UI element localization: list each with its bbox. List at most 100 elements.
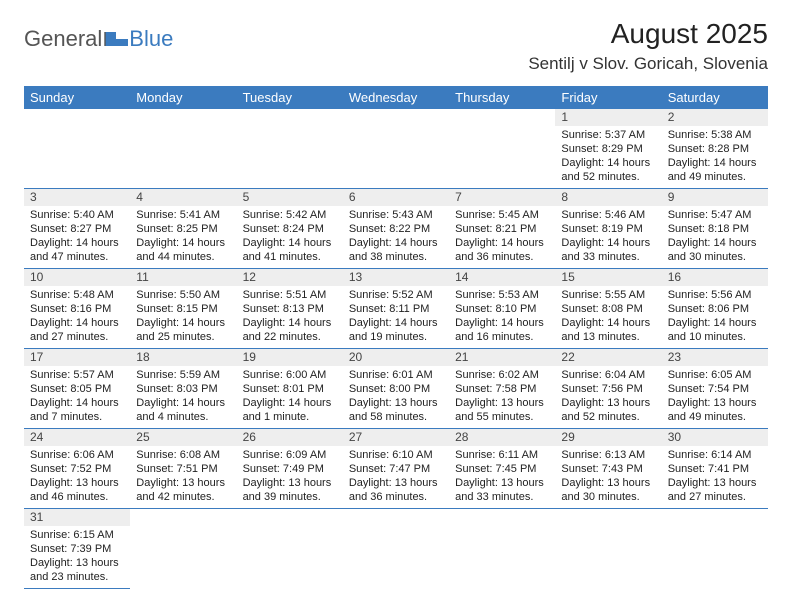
day-number: 14 (449, 269, 555, 286)
sunrise-text: Sunrise: 5:52 AM (349, 288, 443, 302)
sunrise-text: Sunrise: 5:42 AM (243, 208, 337, 222)
daylight-text-2: and 13 minutes. (561, 330, 655, 344)
day-details: Sunrise: 5:48 AMSunset: 8:16 PMDaylight:… (24, 286, 130, 348)
daylight-text-2: and 52 minutes. (561, 170, 655, 184)
location-text: Sentilj v Slov. Goricah, Slovenia (528, 54, 768, 74)
calendar-cell: 28Sunrise: 6:11 AMSunset: 7:45 PMDayligh… (449, 429, 555, 509)
daylight-text: Daylight: 13 hours (349, 396, 443, 410)
day-number: 2 (662, 109, 768, 126)
day-number: 5 (237, 189, 343, 206)
title-block: August 2025 Sentilj v Slov. Goricah, Slo… (528, 18, 768, 74)
sunset-text: Sunset: 8:28 PM (668, 142, 762, 156)
calendar-row: 24Sunrise: 6:06 AMSunset: 7:52 PMDayligh… (24, 429, 768, 509)
daylight-text: Daylight: 14 hours (136, 236, 230, 250)
sunset-text: Sunset: 7:39 PM (30, 542, 124, 556)
daylight-text-2: and 22 minutes. (243, 330, 337, 344)
daylight-text: Daylight: 13 hours (668, 476, 762, 490)
sunset-text: Sunset: 7:51 PM (136, 462, 230, 476)
day-number: 6 (343, 189, 449, 206)
day-details: Sunrise: 6:02 AMSunset: 7:58 PMDaylight:… (449, 366, 555, 428)
daylight-text-2: and 33 minutes. (455, 490, 549, 504)
daylight-text-2: and 44 minutes. (136, 250, 230, 264)
sunrise-text: Sunrise: 5:48 AM (30, 288, 124, 302)
calendar-cell (449, 509, 555, 589)
sunrise-text: Sunrise: 5:40 AM (30, 208, 124, 222)
daylight-text: Daylight: 13 hours (561, 396, 655, 410)
sunrise-text: Sunrise: 5:47 AM (668, 208, 762, 222)
day-details: Sunrise: 5:41 AMSunset: 8:25 PMDaylight:… (130, 206, 236, 268)
daylight-text-2: and 42 minutes. (136, 490, 230, 504)
sunrise-text: Sunrise: 5:38 AM (668, 128, 762, 142)
daylight-text-2: and 16 minutes. (455, 330, 549, 344)
day-number: 18 (130, 349, 236, 366)
daylight-text-2: and 58 minutes. (349, 410, 443, 424)
sunset-text: Sunset: 8:03 PM (136, 382, 230, 396)
calendar-cell: 18Sunrise: 5:59 AMSunset: 8:03 PMDayligh… (130, 349, 236, 429)
day-details: Sunrise: 5:59 AMSunset: 8:03 PMDaylight:… (130, 366, 236, 428)
day-number: 3 (24, 189, 130, 206)
calendar-row: 17Sunrise: 5:57 AMSunset: 8:05 PMDayligh… (24, 349, 768, 429)
day-number: 23 (662, 349, 768, 366)
day-number: 7 (449, 189, 555, 206)
day-details: Sunrise: 5:50 AMSunset: 8:15 PMDaylight:… (130, 286, 236, 348)
calendar-cell: 1Sunrise: 5:37 AMSunset: 8:29 PMDaylight… (555, 109, 661, 189)
daylight-text-2: and 49 minutes. (668, 410, 762, 424)
weekday-header: Wednesday (343, 86, 449, 109)
sunrise-text: Sunrise: 6:15 AM (30, 528, 124, 542)
sunrise-text: Sunrise: 6:04 AM (561, 368, 655, 382)
sunset-text: Sunset: 8:18 PM (668, 222, 762, 236)
calendar-cell (130, 109, 236, 189)
sunset-text: Sunset: 8:01 PM (243, 382, 337, 396)
sunset-text: Sunset: 8:15 PM (136, 302, 230, 316)
sunrise-text: Sunrise: 6:01 AM (349, 368, 443, 382)
calendar-row: 3Sunrise: 5:40 AMSunset: 8:27 PMDaylight… (24, 189, 768, 269)
sunset-text: Sunset: 8:19 PM (561, 222, 655, 236)
sunrise-text: Sunrise: 6:09 AM (243, 448, 337, 462)
sunrise-text: Sunrise: 6:10 AM (349, 448, 443, 462)
daylight-text: Daylight: 14 hours (243, 396, 337, 410)
day-details: Sunrise: 6:08 AMSunset: 7:51 PMDaylight:… (130, 446, 236, 508)
sunrise-text: Sunrise: 5:43 AM (349, 208, 443, 222)
day-details: Sunrise: 6:10 AMSunset: 7:47 PMDaylight:… (343, 446, 449, 508)
calendar-cell: 13Sunrise: 5:52 AMSunset: 8:11 PMDayligh… (343, 269, 449, 349)
daylight-text-2: and 27 minutes. (30, 330, 124, 344)
day-number: 20 (343, 349, 449, 366)
day-details: Sunrise: 6:01 AMSunset: 8:00 PMDaylight:… (343, 366, 449, 428)
page-title: August 2025 (528, 18, 768, 50)
daylight-text: Daylight: 13 hours (455, 396, 549, 410)
sunset-text: Sunset: 8:25 PM (136, 222, 230, 236)
sunrise-text: Sunrise: 6:06 AM (30, 448, 124, 462)
daylight-text: Daylight: 14 hours (561, 156, 655, 170)
day-details: Sunrise: 5:52 AMSunset: 8:11 PMDaylight:… (343, 286, 449, 348)
daylight-text-2: and 30 minutes. (668, 250, 762, 264)
daylight-text-2: and 46 minutes. (30, 490, 124, 504)
calendar-cell: 23Sunrise: 6:05 AMSunset: 7:54 PMDayligh… (662, 349, 768, 429)
daylight-text-2: and 30 minutes. (561, 490, 655, 504)
daylight-text-2: and 47 minutes. (30, 250, 124, 264)
sunrise-text: Sunrise: 5:41 AM (136, 208, 230, 222)
day-number: 11 (130, 269, 236, 286)
daylight-text: Daylight: 13 hours (30, 476, 124, 490)
calendar-cell: 11Sunrise: 5:50 AMSunset: 8:15 PMDayligh… (130, 269, 236, 349)
day-number: 8 (555, 189, 661, 206)
daylight-text: Daylight: 14 hours (455, 316, 549, 330)
calendar-cell: 30Sunrise: 6:14 AMSunset: 7:41 PMDayligh… (662, 429, 768, 509)
day-details: Sunrise: 5:38 AMSunset: 8:28 PMDaylight:… (662, 126, 768, 188)
calendar-cell (237, 509, 343, 589)
day-number: 17 (24, 349, 130, 366)
sunset-text: Sunset: 7:47 PM (349, 462, 443, 476)
sunrise-text: Sunrise: 5:37 AM (561, 128, 655, 142)
daylight-text-2: and 10 minutes. (668, 330, 762, 344)
calendar-cell: 12Sunrise: 5:51 AMSunset: 8:13 PMDayligh… (237, 269, 343, 349)
daylight-text: Daylight: 13 hours (30, 556, 124, 570)
daylight-text: Daylight: 13 hours (561, 476, 655, 490)
day-details: Sunrise: 5:37 AMSunset: 8:29 PMDaylight:… (555, 126, 661, 188)
daylight-text: Daylight: 14 hours (349, 316, 443, 330)
sunset-text: Sunset: 8:08 PM (561, 302, 655, 316)
calendar-cell: 5Sunrise: 5:42 AMSunset: 8:24 PMDaylight… (237, 189, 343, 269)
calendar-cell: 16Sunrise: 5:56 AMSunset: 8:06 PMDayligh… (662, 269, 768, 349)
daylight-text: Daylight: 13 hours (668, 396, 762, 410)
calendar-row: 31Sunrise: 6:15 AMSunset: 7:39 PMDayligh… (24, 509, 768, 589)
daylight-text: Daylight: 14 hours (561, 236, 655, 250)
day-number: 9 (662, 189, 768, 206)
